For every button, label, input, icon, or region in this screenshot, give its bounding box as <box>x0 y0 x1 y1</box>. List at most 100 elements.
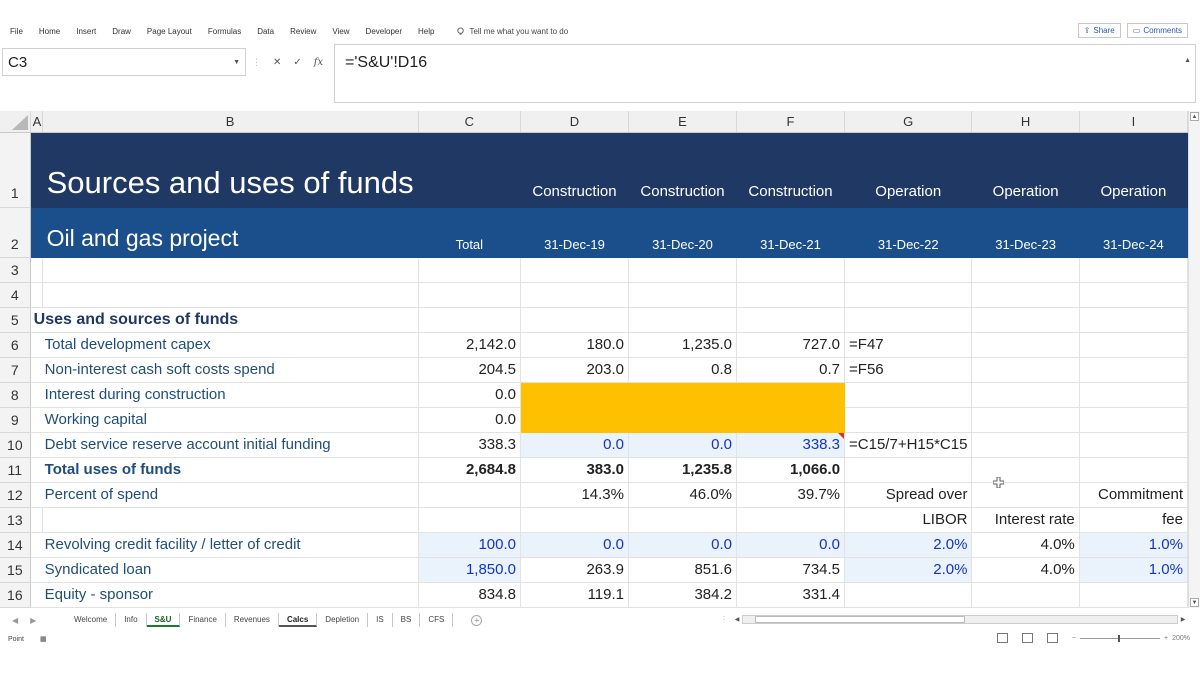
cell[interactable] <box>30 207 43 258</box>
input-cell[interactable]: 2.0% <box>844 532 973 558</box>
zoom-level[interactable]: 200% <box>1172 634 1190 642</box>
ribbon-tab-draw[interactable]: Draw <box>112 26 131 36</box>
vertical-scrollbar[interactable]: ▲ ▼ <box>1188 111 1200 608</box>
cell[interactable] <box>844 382 973 408</box>
cell[interactable] <box>1079 282 1188 308</box>
row-label[interactable]: Non-interest cash soft costs spend <box>30 357 419 383</box>
formula-note[interactable]: =F47 <box>844 332 973 358</box>
sheet-tab-su[interactable]: S&U <box>146 613 181 627</box>
input-cell[interactable]: 1.0% <box>1079 557 1188 583</box>
value-cell[interactable]: 119.1 <box>520 582 630 608</box>
total-cell[interactable]: 204.5 <box>418 357 521 383</box>
total-cell[interactable]: 338.3 <box>418 432 521 458</box>
highlighted-cell[interactable] <box>520 407 630 433</box>
cell[interactable] <box>844 457 973 483</box>
row-label[interactable]: Total uses of funds <box>30 457 419 483</box>
horizontal-scrollbar[interactable]: ⋮ ◀ ▶ <box>720 614 1188 625</box>
scroll-up-icon[interactable]: ▲ <box>1190 112 1199 121</box>
cell[interactable] <box>42 282 419 308</box>
macro-record-icon[interactable]: ▦ <box>40 636 47 643</box>
row-header[interactable]: 1 <box>0 132 31 208</box>
row-header[interactable]: 16 <box>0 582 31 608</box>
cell[interactable] <box>1079 407 1188 433</box>
total-cell[interactable]: 2,142.0 <box>418 332 521 358</box>
column-header-c[interactable]: C <box>418 111 521 133</box>
value-cell[interactable]: 4.0% <box>971 532 1080 558</box>
date-header[interactable]: 31-Dec-19 <box>520 207 630 258</box>
row-header[interactable]: 15 <box>0 557 31 583</box>
column-header-d[interactable]: D <box>520 111 630 133</box>
zoom-track[interactable] <box>1080 634 1160 642</box>
cell[interactable] <box>844 307 973 333</box>
value-cell[interactable]: 727.0 <box>736 332 846 358</box>
highlighted-cell[interactable] <box>736 407 846 433</box>
cell[interactable] <box>844 407 973 433</box>
cell[interactable] <box>30 282 43 308</box>
cell[interactable] <box>971 457 1080 483</box>
highlighted-cell[interactable] <box>628 407 738 433</box>
formula-input[interactable]: ='S&U'!D16 ▲ <box>334 44 1196 103</box>
cell[interactable] <box>1079 582 1188 608</box>
scroll-down-icon[interactable]: ▼ <box>1190 598 1199 607</box>
cell[interactable] <box>1079 257 1188 283</box>
row-header[interactable]: 6 <box>0 332 31 358</box>
input-cell[interactable]: 0.0 <box>520 532 630 558</box>
next-sheet-icon[interactable]: ▶ <box>30 615 37 625</box>
input-cell[interactable]: 0.0 <box>520 432 630 458</box>
cell[interactable] <box>628 282 738 308</box>
value-cell[interactable]: 1,066.0 <box>736 457 846 483</box>
row-header[interactable]: 2 <box>0 207 31 258</box>
column-header-e[interactable]: E <box>628 111 738 133</box>
sheet-tab-info[interactable]: Info <box>116 613 147 627</box>
date-header[interactable]: 31-Dec-21 <box>736 207 846 258</box>
cell[interactable] <box>418 132 521 208</box>
header-cell[interactable]: LIBOR <box>844 507 973 533</box>
input-cell[interactable]: 2.0% <box>844 557 973 583</box>
highlighted-cell[interactable] <box>628 382 738 408</box>
row-header[interactable]: 10 <box>0 432 31 458</box>
phase-header[interactable]: Operation <box>971 132 1080 208</box>
date-header[interactable]: 31-Dec-22 <box>844 207 973 258</box>
value-cell[interactable]: 4.0% <box>971 557 1080 583</box>
phase-header[interactable]: Construction <box>520 132 630 208</box>
section-heading[interactable]: Uses and sources of funds <box>30 307 419 333</box>
cell[interactable] <box>971 257 1080 283</box>
sheet-tab-finance[interactable]: Finance <box>180 613 226 627</box>
cell[interactable]: Sources and uses of funds <box>42 132 419 208</box>
ribbon-tab-formulas[interactable]: Formulas <box>207 26 242 36</box>
highlighted-cell[interactable] <box>736 382 846 408</box>
value-cell[interactable]: 1,235.0 <box>628 332 738 358</box>
zoom-out-icon[interactable]: − <box>1071 634 1076 642</box>
value-cell[interactable]: 734.5 <box>736 557 846 583</box>
normal-view-icon[interactable] <box>996 633 1008 643</box>
ribbon-tab-view[interactable]: View <box>332 26 350 36</box>
highlighted-cell[interactable] <box>520 382 630 408</box>
row-label[interactable]: Revolving credit facility / letter of cr… <box>30 532 419 558</box>
cell[interactable] <box>30 132 43 208</box>
value-cell[interactable]: 46.0% <box>628 482 738 508</box>
cell[interactable] <box>971 382 1080 408</box>
cell[interactable]: Oil and gas project <box>42 207 419 258</box>
formula-note[interactable]: =C15/7+H15*C15 <box>844 432 973 458</box>
cell[interactable] <box>736 257 846 283</box>
value-cell[interactable]: 39.7% <box>736 482 846 508</box>
phase-header[interactable]: Construction <box>628 132 738 208</box>
header-cell[interactable]: Spread over <box>844 482 973 508</box>
add-sheet-button[interactable]: + <box>471 614 483 626</box>
cell[interactable] <box>971 357 1080 383</box>
row-header[interactable]: 14 <box>0 532 31 558</box>
date-header[interactable]: 31-Dec-24 <box>1079 207 1188 258</box>
scroll-right-icon[interactable]: ▶ <box>1180 617 1186 623</box>
input-cell[interactable]: 1.0% <box>1079 532 1188 558</box>
column-header-f[interactable]: F <box>736 111 846 133</box>
cell[interactable] <box>736 307 846 333</box>
share-button[interactable]: ⇪ Share <box>1077 23 1121 38</box>
sheet-tab-welcome[interactable]: Welcome <box>66 613 117 627</box>
sheet-tab-calcs[interactable]: Calcs <box>278 613 318 627</box>
row-label[interactable]: Percent of spend <box>30 482 419 508</box>
phase-header[interactable]: Operation <box>1079 132 1188 208</box>
cell[interactable] <box>971 407 1080 433</box>
row-label[interactable]: Debt service reserve account initial fun… <box>30 432 419 458</box>
row-header[interactable]: 9 <box>0 407 31 433</box>
cell[interactable] <box>971 282 1080 308</box>
